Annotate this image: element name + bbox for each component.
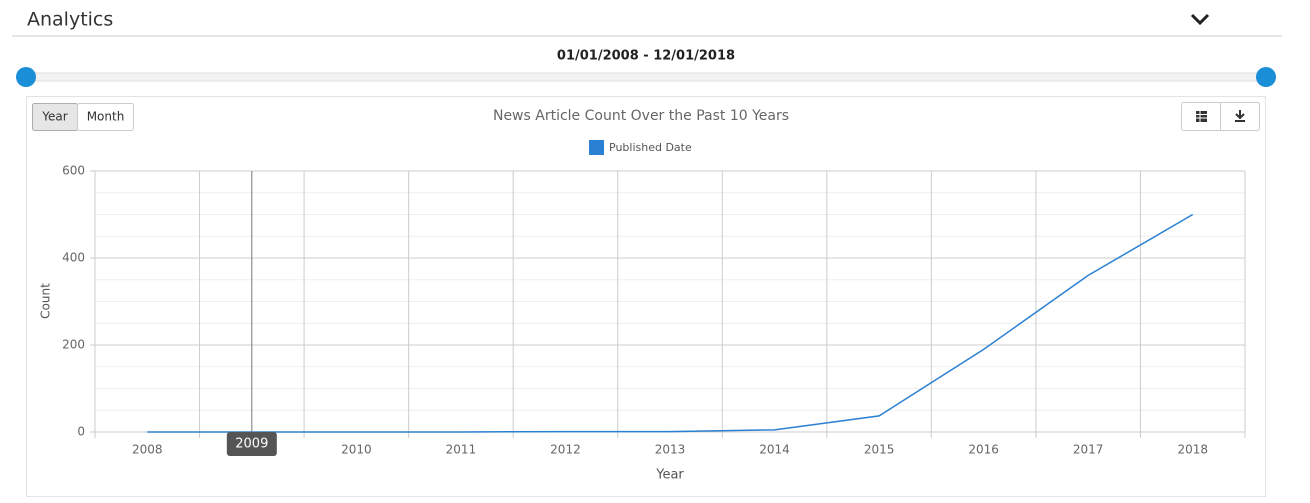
month-button[interactable] — [77, 103, 134, 131]
year-button-label[interactable]: Year — [41, 110, 67, 124]
x-tick-label: 2010 — [341, 443, 372, 457]
slider-track — [25, 72, 1267, 82]
collapse-chevron[interactable] — [1190, 13, 1210, 26]
download-icon[interactable] — [1235, 110, 1245, 122]
y-tick-label: 0 — [77, 425, 85, 439]
y-tick-label: 600 — [62, 164, 85, 178]
y-tick-label: 200 — [62, 338, 85, 352]
y-tick-label: 400 — [62, 251, 85, 265]
tooltip-box — [226, 432, 277, 456]
chart-panel — [26, 96, 1266, 497]
slider-handle[interactable] — [16, 67, 36, 87]
table-icon[interactable] — [1196, 111, 1207, 122]
x-axis-title: Year — [655, 468, 684, 483]
x-tick-label: 2015 — [864, 443, 895, 457]
x-tick-label: 2018 — [1177, 443, 1208, 457]
legend-label: Published Date — [609, 141, 692, 154]
slider-handle[interactable] — [1256, 67, 1276, 87]
legend-swatch — [589, 140, 604, 155]
x-tick-label: 2011 — [446, 443, 477, 457]
x-tick-label: 2017 — [1073, 443, 1104, 457]
tooltip-label: 2009 — [235, 437, 268, 452]
y-axis-title: Count — [39, 283, 53, 319]
month-button-label[interactable]: Month — [87, 110, 125, 124]
x-tick-label: 2014 — [759, 443, 790, 457]
header-title: Analytics — [27, 9, 113, 31]
chart-title: News Article Count Over the Past 10 Year… — [493, 108, 789, 124]
x-tick-label: 2013 — [655, 443, 686, 457]
x-tick-label: 2012 — [550, 443, 581, 457]
data-line — [147, 213, 1194, 433]
date-range: 01/01/2008 - 12/01/2018 — [557, 49, 735, 64]
x-tick-label: 2016 — [968, 443, 999, 457]
x-tick-label: 2008 — [132, 443, 163, 457]
